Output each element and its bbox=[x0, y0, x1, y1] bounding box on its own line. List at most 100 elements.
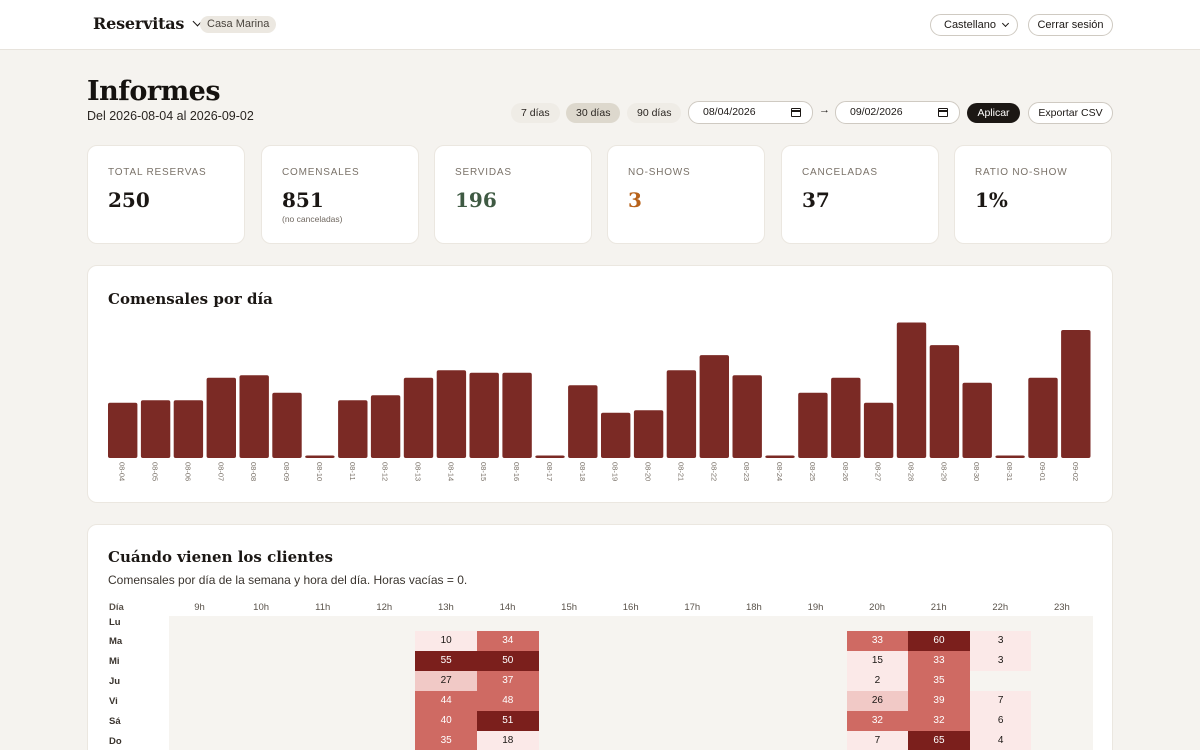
heatmap-cell: 18 bbox=[477, 731, 539, 750]
kpi-note: (no canceladas) bbox=[282, 214, 343, 224]
brand-menu[interactable]: Reservitas bbox=[93, 14, 203, 33]
bar-08-15 bbox=[469, 372, 499, 458]
heatmap-day-label: Lu bbox=[109, 617, 121, 628]
date-to-value: 09/02/2026 bbox=[850, 106, 903, 118]
x-tick-label: 08-14 bbox=[446, 462, 455, 481]
kpi-label: TOTAL RESERVAS bbox=[108, 167, 207, 178]
export-csv-button[interactable]: Exportar CSV bbox=[1028, 102, 1113, 124]
heatmap-cell: 60 bbox=[908, 631, 970, 651]
bar-08-04 bbox=[108, 402, 138, 458]
bar-08-14 bbox=[436, 370, 467, 458]
x-tick-label: 08-21 bbox=[676, 462, 685, 481]
bar-08-16 bbox=[502, 372, 532, 458]
heatmap-cell: 55 bbox=[415, 651, 477, 671]
heatmap-cell: 48 bbox=[477, 691, 539, 711]
range-30-days-button[interactable]: 30 días bbox=[566, 103, 621, 123]
x-tick-label: 08-05 bbox=[151, 462, 160, 481]
heatmap-cell: 34 bbox=[477, 631, 539, 651]
comensales-bar-chart: 08-04 08-05 08-06 08-07 08-08 08-09 08-10 08-11… bbox=[108, 322, 1091, 481]
heatmap-hour-label: 12h bbox=[376, 602, 393, 613]
heatmap-hour-label: 21h bbox=[930, 602, 947, 613]
kpi-label: SERVIDAS bbox=[455, 167, 512, 178]
kpi-ratio-no-show: RATIO NO-SHOW 1% bbox=[954, 145, 1112, 244]
heatmap-day-label: Mi bbox=[109, 656, 120, 667]
date-from-value: 08/04/2026 bbox=[703, 106, 756, 118]
range-7-days-button[interactable]: 7 días bbox=[511, 103, 560, 123]
heatmap-cell: 27 bbox=[415, 671, 477, 691]
heatmap-cell: 15 bbox=[846, 651, 909, 671]
heatmap-subtitle: Comensales por día de la semana y hora d… bbox=[108, 573, 468, 587]
heatmap-hour-label: 11h bbox=[315, 602, 331, 613]
logout-button[interactable]: Cerrar sesión bbox=[1028, 14, 1113, 36]
venue-badge: Casa Marina bbox=[200, 16, 277, 33]
x-tick-label: 08-23 bbox=[742, 462, 751, 481]
x-tick-label: 08-15 bbox=[479, 462, 488, 481]
kpi-value: 37 bbox=[802, 188, 830, 212]
bar-08-17 bbox=[535, 455, 565, 458]
x-tick-label: 09-01 bbox=[1038, 462, 1047, 481]
kpi-value: 250 bbox=[108, 188, 150, 212]
bar-08-27 bbox=[863, 402, 894, 458]
bar-09-02 bbox=[1061, 330, 1091, 458]
heatmap-cell: 39 bbox=[908, 691, 970, 711]
heatmap-title: Cuándo vienen los clientes bbox=[108, 548, 333, 566]
heatmap-cell: 35 bbox=[415, 731, 477, 750]
heatmap-hour-label: 9h bbox=[194, 602, 205, 613]
heatmap-card: Cuándo vienen los clientes Comensales po… bbox=[87, 524, 1113, 750]
bar-08-24 bbox=[765, 455, 795, 458]
heatmap-hour-label: 15h bbox=[561, 602, 578, 613]
calendar-icon[interactable] bbox=[791, 108, 801, 117]
heatmap-cell: 3 bbox=[969, 631, 1032, 651]
bar-08-26 bbox=[831, 377, 861, 458]
heatmap-cell: 3 bbox=[969, 651, 1032, 671]
chevron-down-icon bbox=[1001, 19, 1010, 28]
heatmap-day-label: Ma bbox=[109, 636, 123, 647]
page-title: Informes bbox=[87, 76, 221, 107]
heatmap-cell: 65 bbox=[908, 731, 970, 750]
bar-08-30 bbox=[962, 382, 992, 458]
x-tick-label: 08-04 bbox=[118, 462, 127, 481]
bar-08-10 bbox=[305, 455, 335, 458]
kpi-comensales: COMENSALES 851 (no canceladas) bbox=[261, 145, 419, 244]
x-tick-label: 08-29 bbox=[939, 462, 948, 481]
top-bar: Reservitas Casa Marina Castellano Cerrar… bbox=[0, 0, 1200, 50]
heatmap-cell: 7 bbox=[846, 731, 909, 750]
bar-08-28 bbox=[896, 322, 927, 458]
x-tick-label: 08-16 bbox=[512, 462, 521, 481]
x-tick-label: 08-19 bbox=[611, 462, 620, 481]
bar-09-01 bbox=[1028, 377, 1058, 458]
heatmap-cell: 32 bbox=[908, 711, 970, 731]
x-tick-label: 08-18 bbox=[578, 462, 587, 481]
bar-08-21 bbox=[666, 370, 697, 458]
heatmap-cell: 2 bbox=[846, 671, 909, 691]
calendar-icon[interactable] bbox=[938, 108, 948, 117]
date-to-input[interactable]: 09/02/2026 bbox=[835, 101, 960, 124]
x-tick-label: 08-28 bbox=[907, 462, 916, 481]
apply-button[interactable]: Aplicar bbox=[967, 103, 1020, 123]
x-tick-label: 08-31 bbox=[1005, 462, 1014, 481]
language-select[interactable]: Castellano bbox=[930, 14, 1018, 36]
bar-08-22 bbox=[699, 355, 729, 458]
x-tick-label: 08-27 bbox=[874, 462, 883, 481]
date-from-input[interactable]: 08/04/2026 bbox=[688, 101, 813, 124]
heatmap-cell: 40 bbox=[415, 711, 477, 731]
bar-08-05 bbox=[140, 400, 171, 458]
heatmap-hour-label: 22h bbox=[992, 602, 1009, 613]
heatmap-cell: 7 bbox=[969, 691, 1032, 711]
x-tick-label: 08-10 bbox=[315, 462, 324, 481]
heatmap-hour-label: 18h bbox=[745, 602, 762, 613]
range-90-days-button[interactable]: 90 días bbox=[627, 103, 682, 123]
brand-name: Reservitas bbox=[93, 14, 185, 33]
heatmap-cell: 33 bbox=[846, 631, 909, 651]
heatmap-cell: 10 bbox=[415, 631, 477, 651]
heatmap-hour-label: 17h bbox=[684, 602, 701, 613]
heatmap-cell: 51 bbox=[477, 711, 539, 731]
heatmap-cell: 44 bbox=[415, 691, 477, 711]
bar-08-25 bbox=[798, 392, 828, 458]
comensales-chart-card: Comensales por día 08-04 08-05 08-06 08-07 0… bbox=[87, 265, 1113, 503]
x-tick-label: 08-08 bbox=[249, 462, 258, 481]
bar-08-08 bbox=[239, 375, 269, 458]
heatmap-cell: 32 bbox=[846, 711, 909, 731]
kpi-label: NO-SHOWS bbox=[628, 167, 691, 178]
arrow-right-icon: → bbox=[819, 104, 830, 116]
